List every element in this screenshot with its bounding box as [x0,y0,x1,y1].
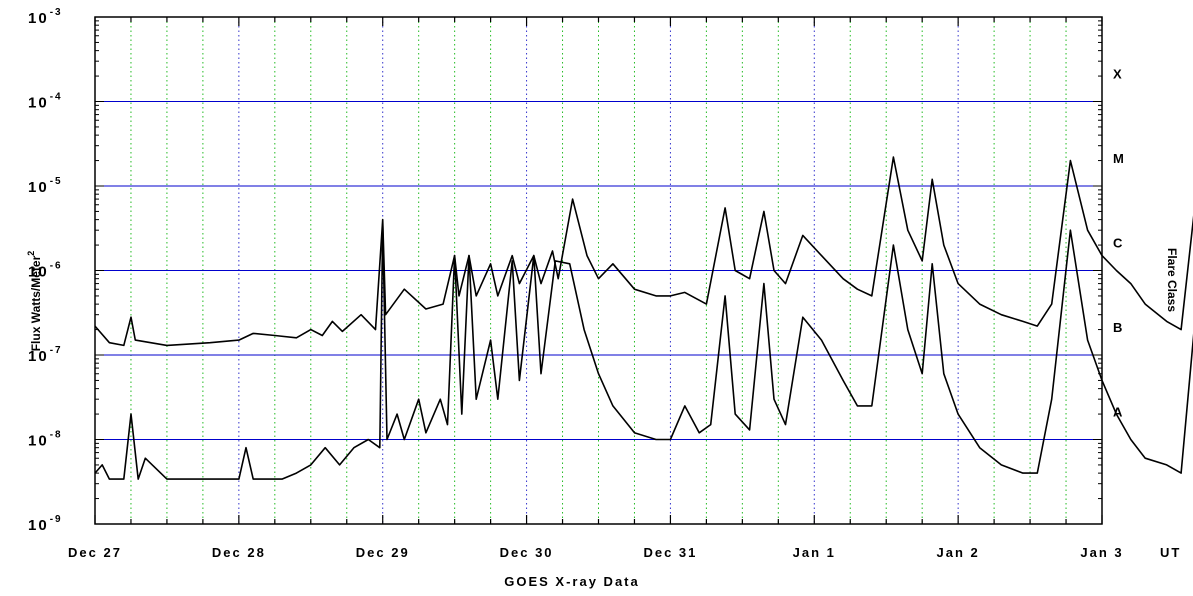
y-tick-base: 10 [28,10,49,27]
y-tick-label: 10-9 [28,514,63,534]
x-tick-label: Dec 28 [212,545,266,560]
y-tick-exp: -6 [50,261,63,272]
x-unit-label: UT [1160,545,1181,560]
x-tick-label: Jan 1 [793,545,836,560]
y-tick-exp: -4 [50,92,63,103]
x-tick-label: Dec 31 [643,545,697,560]
y-tick-base: 10 [28,433,49,450]
y-tick-exp: -9 [50,514,63,525]
flare-class-labels: A B C M X [1113,66,1124,419]
y-tick-label: 10-6 [28,261,63,281]
x-tick-label: Jan 3 [1080,545,1123,560]
y-tick-label: 10-5 [28,176,63,196]
x-axis-title: GOES X-ray Data [504,574,640,589]
y2-axis-title: Flare Class [1165,248,1179,312]
x-tick-label: Dec 29 [356,545,410,560]
y-axis-title: Flux Watts/Meter2 [26,251,43,352]
x-tick-label: Dec 30 [500,545,554,560]
y-axis-title-group: Flux Watts/Meter2 [26,251,43,352]
y-tick-exp: -8 [50,430,63,441]
y-tick-label: 10-8 [28,430,63,450]
y-tick-base: 10 [28,348,49,365]
y-tick-base: 10 [28,179,49,196]
flare-class-label: M [1113,151,1124,166]
y-tick-label: 10-4 [28,92,63,112]
flare-class-label: C [1113,235,1123,250]
series-line-1 [94,156,1193,347]
y-tick-label: 10-3 [28,7,63,27]
y-tick-exp: -7 [50,345,63,356]
y-tick-label: 10-7 [28,345,63,365]
y-tick-base: 10 [28,95,49,112]
y-tick-exp: -3 [50,7,63,18]
x-tick-label: Dec 27 [68,545,122,560]
y-tick-labels: 10-910-810-710-610-510-410-3 [28,7,63,534]
y-axis-title-text: Flux Watts/Meter [29,255,43,351]
y-tick-base: 10 [28,264,49,281]
flare-class-label: B [1113,320,1122,335]
y-tick-exp: -5 [50,176,63,187]
y2-axis-title-group: Flare Class [1165,248,1179,312]
series-group [94,156,1193,480]
y-axis-title-sup: 2 [26,251,36,256]
y-tick-base: 10 [28,517,49,534]
x-tick-labels: Dec 27 Dec 28 Dec 29 Dec 30 Dec 31 Jan 1 Jan 2… [68,545,1123,560]
flare-class-label: X [1113,66,1122,81]
flare-class-label: A [1113,404,1123,419]
series-line-2 [94,223,1193,480]
tick-marks [94,17,1103,525]
x-tick-label: Jan 2 [937,545,980,560]
